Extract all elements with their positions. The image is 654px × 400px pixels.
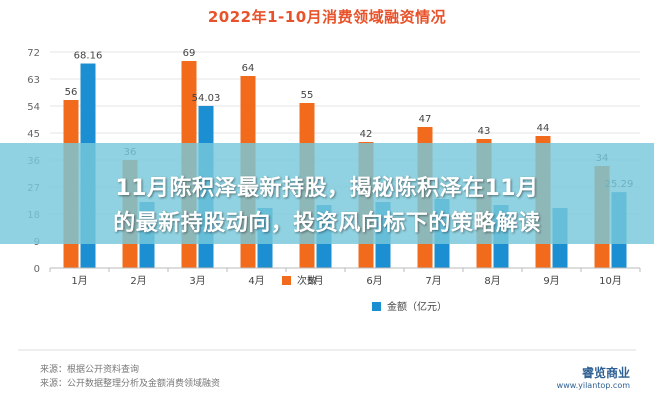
x-tick-label: 3月 <box>189 275 205 287</box>
data-label: 43 <box>478 126 491 137</box>
headline-line-2: 的最新持股动向，投资风向标下的策略解读 <box>113 211 541 236</box>
legend-swatch <box>282 276 291 285</box>
data-label: 47 <box>419 114 432 125</box>
x-tick-label: 7月 <box>425 275 441 287</box>
chart-title: 2022年1-10月消费领域融资情况 <box>207 8 447 26</box>
data-label: 56 <box>65 87 78 98</box>
y-tick-label: 54 <box>27 102 40 113</box>
headline-line-1: 11月陈积泽最新持股，揭秘陈积泽在11月 <box>115 176 539 201</box>
data-label: 68.16 <box>74 51 103 62</box>
watermark-url: www.yilantop.com <box>556 381 630 390</box>
x-tick-label: 10月 <box>599 275 622 287</box>
watermark-logo: 睿览商业 <box>581 366 630 380</box>
data-label: 55 <box>301 90 314 101</box>
data-label: 64 <box>242 63 255 74</box>
data-label: 69 <box>183 48 196 59</box>
data-label: 44 <box>537 123 550 134</box>
x-tick-label: 9月 <box>543 275 559 287</box>
source-footnote-2: 来源：公开数据整理分析及金额消费领域融资 <box>40 379 221 389</box>
legend-label: 金额（亿元） <box>387 300 447 313</box>
x-tick-label: 1月 <box>71 275 87 287</box>
y-tick-label: 63 <box>27 75 40 86</box>
source-footnote-1: 来源：根据公开资料查询 <box>40 365 140 375</box>
data-label: 54.03 <box>192 93 221 104</box>
legend-label: 次数 <box>297 274 317 287</box>
x-tick-label: 2月 <box>130 275 146 287</box>
legend-swatch <box>372 302 381 311</box>
x-tick-label: 8月 <box>484 275 500 287</box>
x-tick-label: 4月 <box>248 275 264 287</box>
y-tick-label: 72 <box>27 48 40 59</box>
x-tick-label: 5月 <box>307 275 323 287</box>
headline-banner <box>0 143 654 244</box>
y-tick-label: 0 <box>34 264 40 275</box>
y-tick-label: 45 <box>27 129 40 140</box>
x-tick-label: 6月 <box>366 275 382 287</box>
data-label: 42 <box>360 129 373 140</box>
